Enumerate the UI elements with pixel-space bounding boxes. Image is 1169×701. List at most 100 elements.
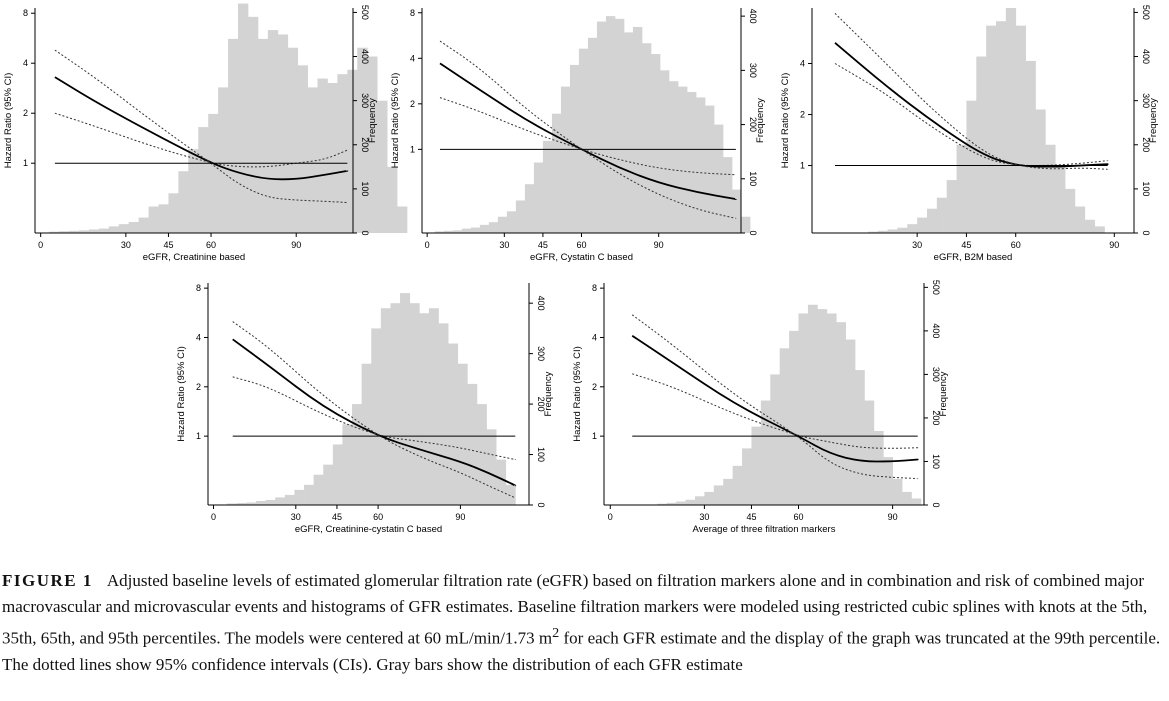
x-tick-label: 90 xyxy=(291,240,301,250)
histogram-bar xyxy=(605,16,616,233)
histogram-bar xyxy=(108,226,120,233)
x-axis-title: eGFR, Creatinine-cystatin C based xyxy=(295,524,442,535)
histogram-bar xyxy=(741,216,751,233)
histogram-bar xyxy=(779,348,790,505)
histogram-bar xyxy=(836,322,846,505)
x-tick-label: 45 xyxy=(961,240,971,250)
ci-upper-line xyxy=(439,40,737,219)
caption-superscript: 2 xyxy=(552,625,560,641)
histogram-bar xyxy=(1094,226,1105,233)
histogram-bar xyxy=(887,229,898,233)
hazard-ratio-line xyxy=(439,62,737,200)
histogram-bar xyxy=(789,330,799,505)
y2-tick-label: 200 xyxy=(748,117,758,132)
y2-tick-label: 300 xyxy=(360,93,370,108)
histogram-bar xyxy=(892,478,903,505)
chart-panel-5: 0 30 45 60 90 1 2 4 8 0 100 200 300 400 500 Average of … xyxy=(572,280,949,535)
chart-panel-3: 30 45 60 90 1 2 4 0 100 200 300 400 500 eGFR, B2M bas… xyxy=(780,5,1159,263)
histogram-bar xyxy=(956,144,967,233)
histogram-bar xyxy=(479,224,490,233)
ci-lower-line xyxy=(232,376,516,461)
histogram-bar xyxy=(560,86,571,233)
histogram-bar xyxy=(1015,25,1026,233)
histogram-bar xyxy=(323,464,334,505)
histogram-bar xyxy=(713,124,724,233)
histogram-bar xyxy=(668,81,679,233)
x-tick-label: 45 xyxy=(538,240,548,250)
histogram-bar xyxy=(327,83,338,233)
histogram-bar xyxy=(596,21,607,234)
histogram-bar xyxy=(542,140,553,233)
histogram-bar xyxy=(845,339,856,505)
y2-tick-label: 500 xyxy=(931,280,941,295)
x-tick-label: 90 xyxy=(455,512,465,522)
histogram-bar xyxy=(807,304,818,505)
histogram-bar xyxy=(168,193,179,233)
histogram-bar xyxy=(246,502,257,505)
histogram-bar xyxy=(332,444,343,505)
x-tick-label: 45 xyxy=(163,240,173,250)
histogram-bar xyxy=(419,313,430,505)
histogram-bar xyxy=(49,231,60,233)
histogram-bar xyxy=(986,25,997,233)
y-tick-label: 4 xyxy=(800,58,805,68)
histogram-bar xyxy=(976,56,987,233)
histogram-bar xyxy=(461,228,472,233)
hazard-ratio-line xyxy=(232,338,517,487)
histogram-bar xyxy=(641,43,652,233)
y2-tick-label: 100 xyxy=(360,181,370,196)
y-tick-label: 2 xyxy=(800,110,805,120)
histogram-bar xyxy=(236,502,247,505)
histogram-bar xyxy=(138,217,149,233)
y2-tick-label: 0 xyxy=(536,502,546,507)
histogram-bar xyxy=(694,496,705,505)
histogram-bar xyxy=(731,189,742,233)
y-axis-title: Hazard Ratio (95% CI) xyxy=(176,346,187,442)
histogram-bar xyxy=(69,230,80,233)
y-tick-label: 1 xyxy=(592,431,597,441)
histogram-bar xyxy=(59,231,70,233)
histogram-bar xyxy=(371,328,382,505)
histogram-bar xyxy=(1084,219,1095,233)
ci-lower-line xyxy=(54,112,348,168)
x-axis-title: Average of three filtration markers xyxy=(693,524,836,535)
y2-tick-label: 300 xyxy=(1141,93,1151,108)
histogram-bar xyxy=(275,497,286,505)
histogram-bar xyxy=(927,208,938,233)
histogram-bar xyxy=(265,499,276,505)
x-tick-label: 0 xyxy=(425,240,430,250)
x-tick-label: 90 xyxy=(1109,240,1119,250)
y2-tick-label: 200 xyxy=(360,137,370,152)
y-tick-label: 8 xyxy=(410,8,415,18)
x-tick-label: 30 xyxy=(699,512,709,522)
histogram-bar xyxy=(476,404,487,505)
y-tick-label: 8 xyxy=(196,283,201,293)
histogram-bar xyxy=(397,206,408,233)
histogram-bar xyxy=(614,18,625,234)
ci-lower-line xyxy=(834,63,1109,167)
histogram-bar xyxy=(256,500,267,505)
y-tick-label: 2 xyxy=(23,108,28,118)
y2-tick-label: 100 xyxy=(1141,181,1151,196)
histogram-bar xyxy=(390,303,401,505)
histogram-bar xyxy=(284,494,295,505)
ci-lower-line xyxy=(439,97,737,176)
histogram-bar xyxy=(486,429,497,505)
histogram-bar xyxy=(1005,8,1017,233)
histogram-bar xyxy=(128,221,140,233)
histogram-bar xyxy=(902,491,912,505)
histogram-bar xyxy=(313,474,324,505)
histogram-bar xyxy=(352,404,363,505)
y2-axis-title: Frequency xyxy=(543,371,554,416)
y2-tick-label: 200 xyxy=(931,410,941,425)
x-tick-label: 60 xyxy=(794,512,804,522)
x-tick-label: 30 xyxy=(912,240,922,250)
histogram-bar xyxy=(533,162,544,233)
histogram-bar xyxy=(722,157,733,233)
y-tick-label: 4 xyxy=(592,332,597,342)
y2-tick-label: 200 xyxy=(1141,137,1151,152)
y2-tick-label: 100 xyxy=(748,171,758,186)
histogram-bar xyxy=(524,184,535,233)
y-tick-label: 4 xyxy=(196,332,201,342)
histogram-bar xyxy=(798,313,809,505)
